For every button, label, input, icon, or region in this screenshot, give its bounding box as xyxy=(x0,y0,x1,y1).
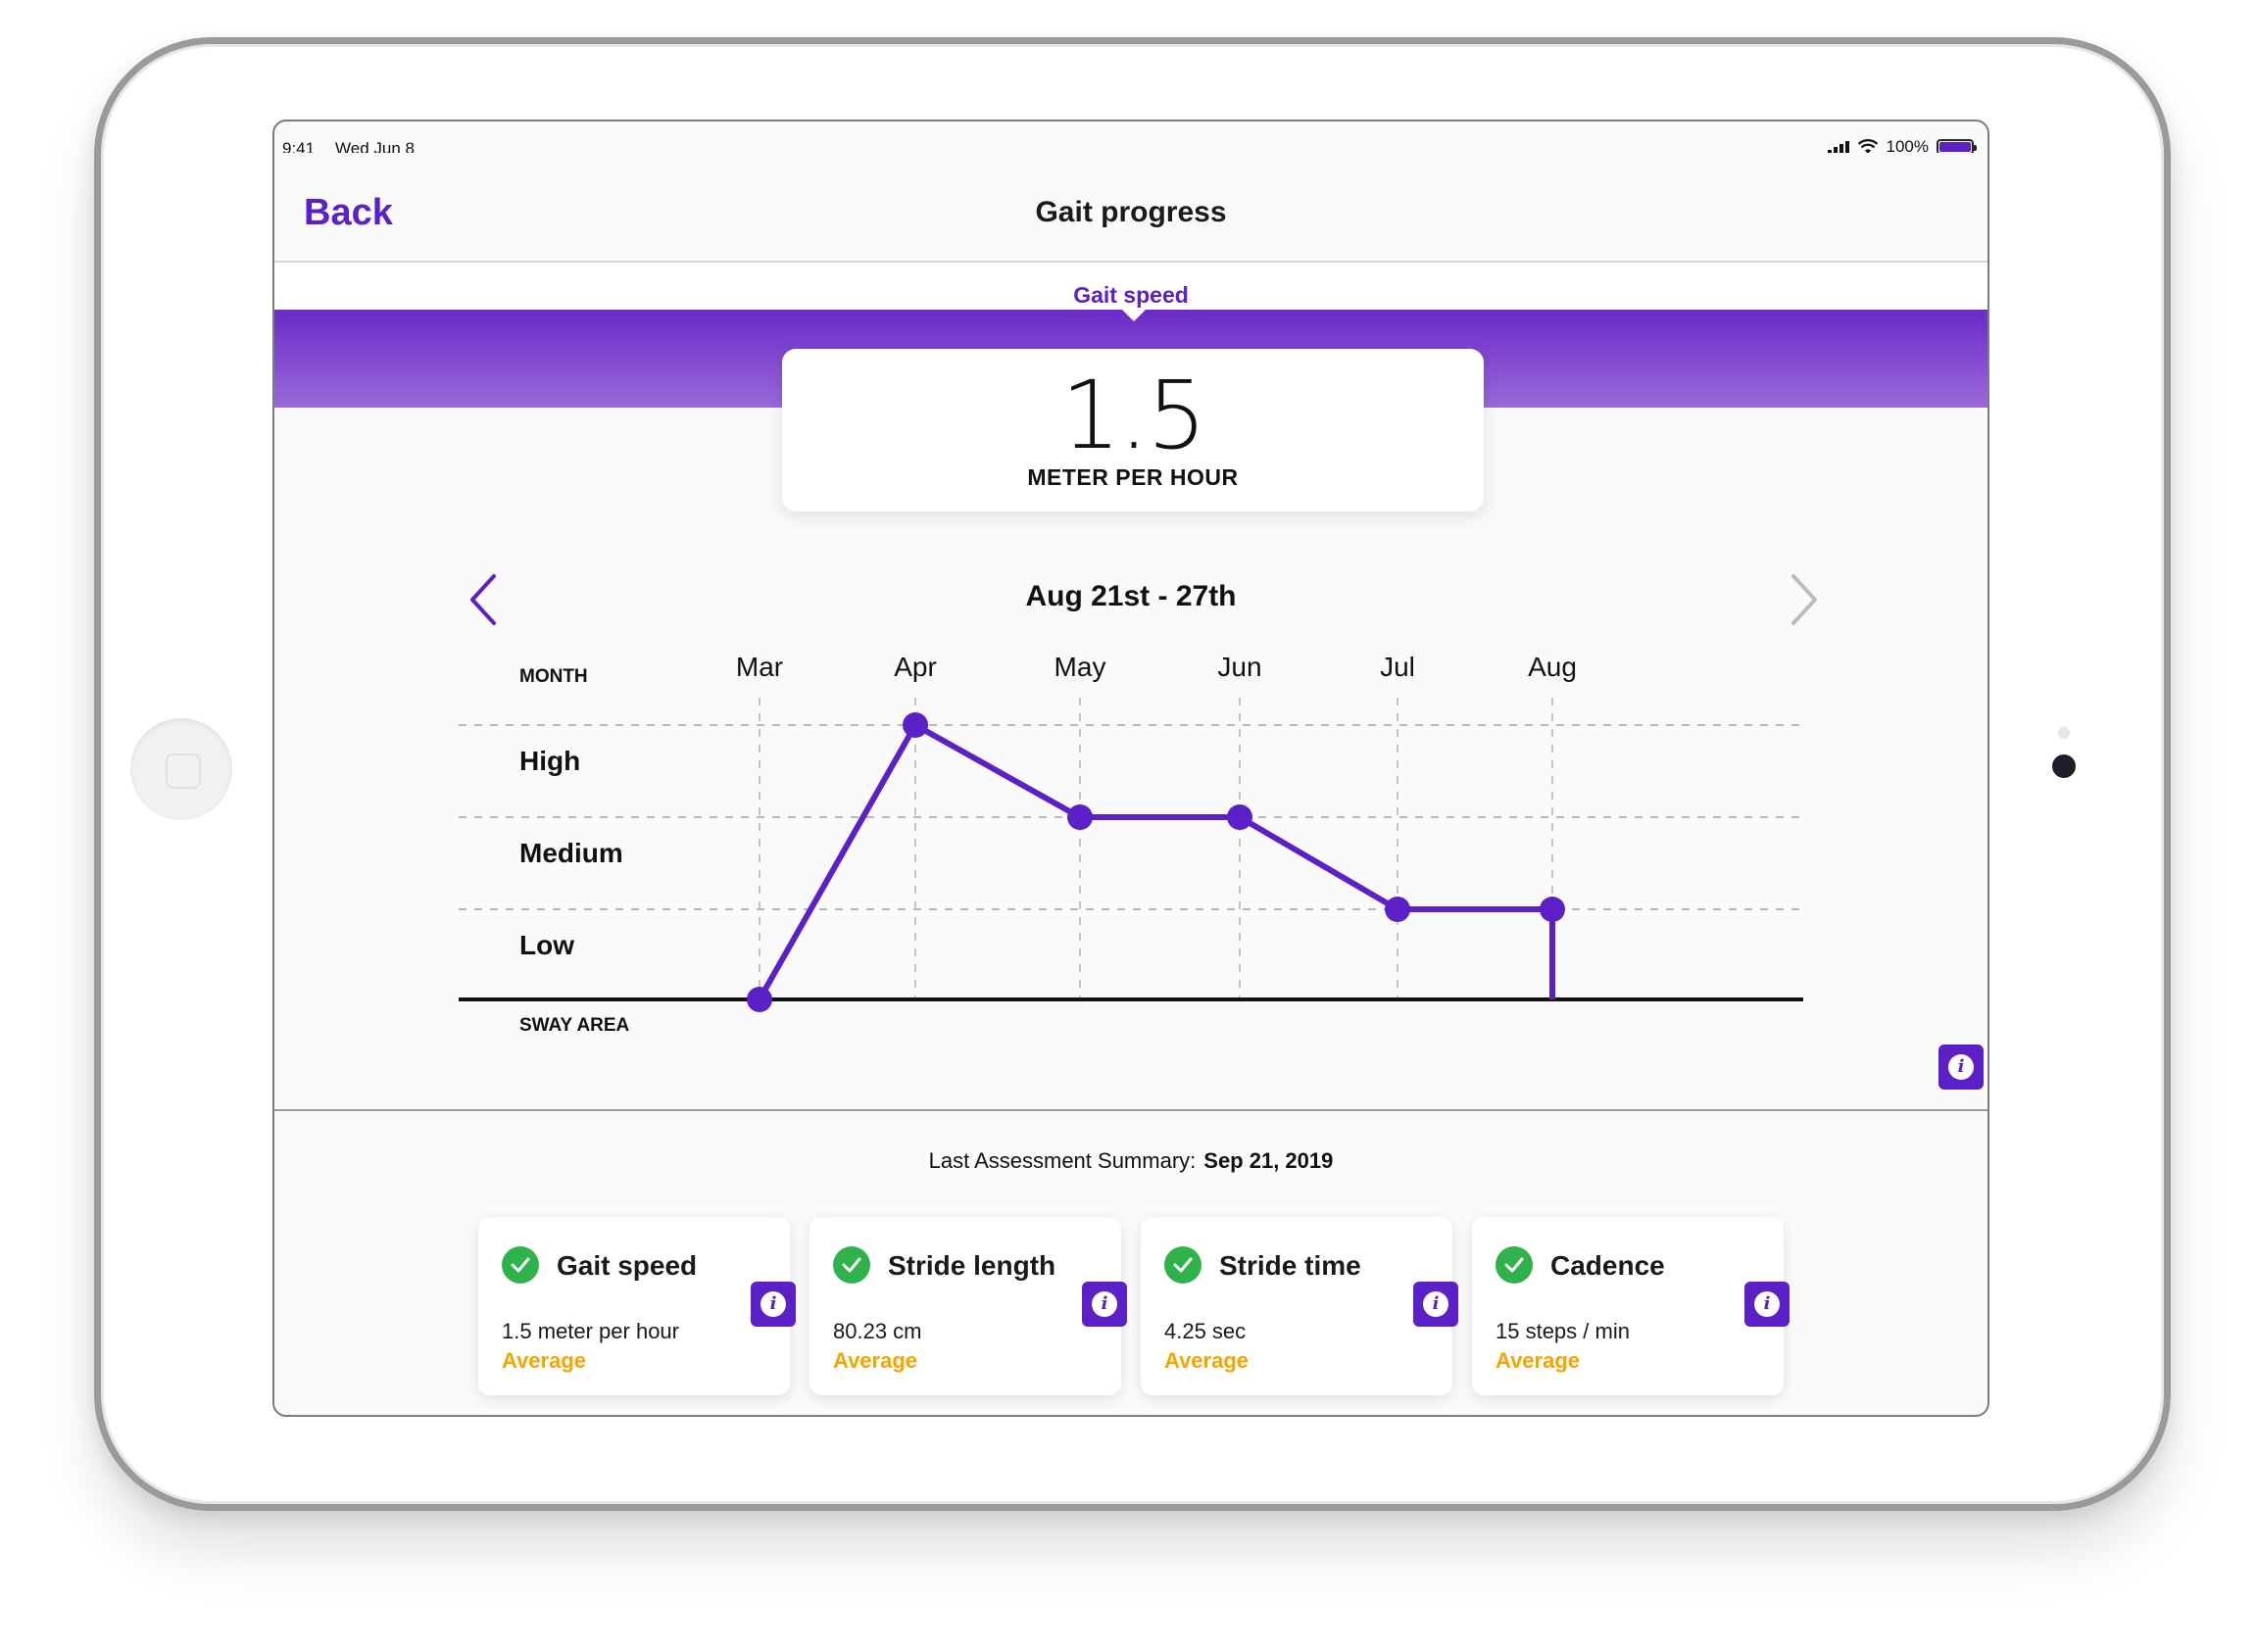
card-info-button[interactable]: i xyxy=(1413,1282,1458,1327)
card-info-button[interactable]: i xyxy=(1082,1282,1127,1327)
data-point-may xyxy=(1067,804,1093,830)
metric-card: 1.5 METER PER HOUR xyxy=(782,349,1484,511)
metric-unit: METER PER HOUR xyxy=(1027,464,1239,490)
month-tick-label: Aug xyxy=(1528,652,1577,682)
check-icon xyxy=(833,1246,870,1284)
date-range-label: Aug 21st - 27th xyxy=(1025,580,1237,612)
check-icon xyxy=(502,1246,539,1284)
banner-notch xyxy=(1122,310,1146,321)
month-tick-label: Apr xyxy=(894,652,937,682)
info-icon: i xyxy=(1754,1291,1780,1317)
camera xyxy=(2052,754,2076,778)
wifi-icon xyxy=(1857,139,1878,154)
card-title: Stride time xyxy=(1219,1250,1361,1281)
card-info-button[interactable]: i xyxy=(751,1282,796,1327)
assessment-summary: Last Assessment Summary: Sep 21, 2019 xyxy=(274,1148,1987,1174)
info-icon: i xyxy=(1092,1291,1117,1317)
x-axis-label: MONTH xyxy=(519,666,588,687)
card-stride-length[interactable]: Stride length 80.23 cm Average i xyxy=(809,1217,1127,1395)
home-button[interactable] xyxy=(130,718,232,820)
data-point-aug xyxy=(1540,897,1565,922)
month-tick-label: Jun xyxy=(1217,652,1261,682)
card-gait-speed[interactable]: Gait speed 1.5 meter per hour Average i xyxy=(478,1217,796,1395)
info-icon: i xyxy=(1948,1054,1974,1080)
nav-bar: Back Gait progress xyxy=(274,153,1987,263)
card-cadence[interactable]: Cadence 15 steps / min Average i xyxy=(1472,1217,1790,1395)
month-tick-label: Mar xyxy=(736,652,783,682)
month-tick-label: May xyxy=(1054,652,1106,682)
check-icon xyxy=(1164,1246,1202,1284)
card-value: 80.23 cm xyxy=(833,1319,922,1343)
card-value: 15 steps / min xyxy=(1496,1319,1630,1343)
info-icon: i xyxy=(760,1291,786,1317)
data-point-mar xyxy=(747,987,772,1012)
signal-icon xyxy=(1827,140,1849,154)
back-button[interactable]: Back xyxy=(304,192,393,233)
baseline-label: SWAY AREA xyxy=(519,1015,630,1036)
section-divider xyxy=(274,1109,1987,1111)
data-point-jul xyxy=(1385,897,1410,922)
card-title: Cadence xyxy=(1550,1250,1665,1281)
battery-percent: 100% xyxy=(1886,137,1929,156)
card-value: 1.5 meter per hour xyxy=(502,1319,679,1343)
card-title: Stride length xyxy=(888,1250,1056,1281)
month-tick-label: Jul xyxy=(1380,652,1415,682)
sensor xyxy=(2058,727,2070,739)
card-status: Average xyxy=(1496,1348,1581,1373)
summary-date: Sep 21, 2019 xyxy=(1203,1148,1334,1173)
chart-info-button[interactable]: i xyxy=(1938,1045,1984,1090)
card-status: Average xyxy=(833,1348,918,1373)
screen: 9:41 Wed Jun 8 100% Back Gait progress G… xyxy=(272,120,1989,1417)
card-stride-time[interactable]: Stride time 4.25 sec Average i xyxy=(1141,1217,1458,1395)
chevron-right-icon[interactable] xyxy=(1780,570,1827,629)
card-info-button[interactable]: i xyxy=(1744,1282,1790,1327)
check-icon xyxy=(1496,1246,1533,1284)
gait-chart: MONTH SWAY AREA Mar Apr May Jun Jul Aug High M… xyxy=(459,652,1803,1036)
card-title: Gait speed xyxy=(557,1250,698,1281)
chevron-left-icon[interactable] xyxy=(461,570,508,629)
status-indicators: 100% xyxy=(1827,137,1977,157)
level-label-high: High xyxy=(519,746,580,776)
series-line xyxy=(757,722,1555,1001)
metric-value: 1.5 xyxy=(1060,361,1207,470)
card-status: Average xyxy=(1164,1348,1250,1373)
page-title: Gait progress xyxy=(1035,196,1227,228)
level-label-low: Low xyxy=(519,930,574,960)
home-button-icon xyxy=(166,753,201,789)
summary-label: Last Assessment Summary: xyxy=(928,1148,1197,1173)
data-point-jun xyxy=(1227,804,1252,830)
tab-gait-speed[interactable]: Gait speed xyxy=(1073,282,1189,308)
level-label-medium: Medium xyxy=(519,838,623,868)
data-point-apr xyxy=(903,712,928,738)
card-status: Average xyxy=(502,1348,587,1373)
card-value: 4.25 sec xyxy=(1164,1319,1247,1343)
info-icon: i xyxy=(1423,1291,1448,1317)
